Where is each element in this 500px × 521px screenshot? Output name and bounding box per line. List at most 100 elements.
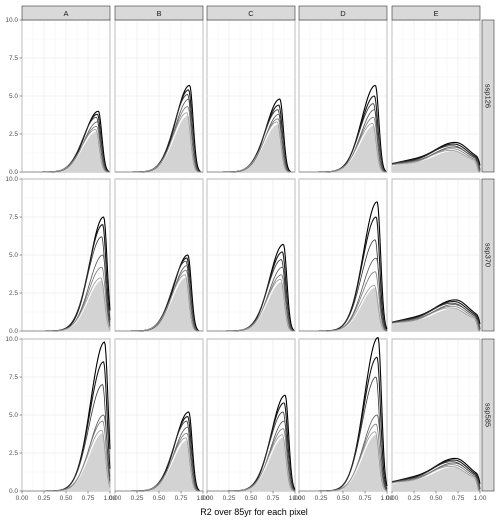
x-tick-label: 1.00: [104, 495, 117, 502]
panel-ssp370-B: [114, 178, 204, 332]
density-line-ssp370-E-5: [391, 305, 481, 332]
x-tick-label: 0.75: [175, 495, 188, 502]
density-area-ssp585-A: [22, 433, 110, 491]
panel-ssp370-A: [21, 178, 111, 332]
density-line-ssp126-E-2: [391, 143, 481, 171]
density-line-ssp126-E-5: [391, 148, 481, 173]
strip-col-C: [206, 5, 296, 21]
panel-ssp585-D: [298, 337, 388, 492]
density-line-ssp370-C-6: [207, 278, 295, 332]
x-tick-label: 0.50: [430, 495, 443, 502]
density-area-ssp126-C: [207, 124, 295, 172]
panel-ssp370-E: [391, 178, 481, 332]
y-tick-label: 5.0: [9, 412, 18, 419]
x-tick-label: 0.75: [452, 495, 465, 502]
x-tick-label: 0.75: [359, 495, 372, 502]
strip-label-C: C: [248, 9, 254, 18]
strip-label-ssp585: ssp585: [484, 403, 493, 427]
density-line-ssp370-E-6: [391, 307, 481, 332]
density-area-ssp585-B: [115, 440, 203, 491]
strip-label-B: B: [156, 9, 161, 18]
x-tick-label: 0.50: [245, 495, 258, 502]
strip-label-D: D: [340, 9, 346, 18]
density-line-ssp370-B-6: [115, 274, 203, 332]
strip-col-D: [298, 5, 388, 21]
density-line-ssp585-E-4: [391, 462, 481, 489]
density-area-ssp585-D: [299, 434, 387, 491]
x-tick-label: 1.00: [381, 495, 394, 502]
density-area-ssp370-A: [22, 280, 110, 331]
density-area-ssp585-C: [207, 437, 295, 491]
density-area-ssp370-C: [207, 281, 295, 331]
panel-ssp370-D: [298, 178, 388, 332]
x-tick-label: 0.25: [38, 495, 51, 502]
panel-ssp126-C: [206, 19, 296, 173]
x-tick-label: 0.00: [201, 495, 214, 502]
x-tick-label: 0.25: [315, 495, 328, 502]
density-line-ssp585-C-6: [207, 434, 295, 492]
density-line-ssp585-A-6: [22, 429, 111, 492]
x-tick-label: 0.00: [16, 495, 29, 502]
y-tick-label: 10.0: [5, 176, 18, 183]
y-tick-label: 10.0: [5, 17, 18, 24]
axes: 0.02.55.07.510.00.02.55.07.510.00.02.55.…: [5, 17, 486, 502]
panel-ssp126-D: [298, 19, 388, 173]
y-tick-label: 5.0: [9, 93, 18, 100]
strip-row-ssp585: [481, 338, 495, 492]
x-tick-label: 0.75: [267, 495, 280, 502]
y-tick-label: 7.5: [9, 214, 18, 221]
panel-ssp126-A: [21, 19, 111, 173]
y-tick-label: 2.5: [9, 450, 18, 457]
y-tick-label: 7.5: [9, 55, 18, 62]
panel-grid: [21, 19, 481, 492]
density-line-ssp585-D-6: [299, 431, 387, 492]
density-line-ssp370-A-6: [22, 277, 111, 332]
x-tick-label: 0.25: [131, 495, 144, 502]
y-tick-label: 0.0: [9, 488, 18, 495]
y-tick-label: 7.5: [9, 374, 18, 381]
density-area-ssp126-E: [392, 151, 480, 172]
x-tick-label: 0.25: [223, 495, 236, 502]
density-area-ssp585-E: [392, 467, 480, 491]
strip-label-A: A: [63, 9, 68, 18]
y-tick-label: 2.5: [9, 290, 18, 297]
density-line-ssp585-B-6: [115, 437, 203, 492]
x-tick-label: 0.75: [82, 495, 95, 502]
y-tick-label: 0.0: [9, 169, 18, 176]
density-line-ssp126-E-4: [391, 146, 481, 170]
density-line-ssp370-D-6: [299, 285, 387, 332]
strip-label-E: E: [433, 9, 438, 18]
density-line-ssp370-E-2: [391, 301, 481, 330]
density-line-ssp126-D-6: [299, 122, 387, 173]
strip-label-ssp126: ssp126: [484, 84, 493, 108]
density-line-ssp126-B-6: [115, 112, 203, 173]
x-axis-title: R2 over 85yr for each pixel: [200, 507, 308, 517]
panel-ssp585-B: [114, 338, 204, 492]
panel-ssp585-E: [391, 338, 481, 492]
density-line-ssp585-E-6: [391, 466, 481, 492]
y-tick-label: 10.0: [5, 336, 18, 343]
density-area-ssp370-B: [115, 277, 203, 331]
strip-row-ssp126: [481, 19, 495, 173]
x-tick-label: 0.25: [408, 495, 421, 502]
x-tick-label: 0.00: [109, 495, 122, 502]
y-tick-label: 0.0: [9, 328, 18, 335]
density-area-ssp126-D: [299, 125, 387, 172]
density-line-ssp126-C-6: [207, 121, 295, 173]
y-tick-label: 5.0: [9, 252, 18, 259]
density-line-ssp126-A-6: [22, 129, 110, 173]
strip-col-B: [114, 5, 204, 21]
strip-col-A: [21, 5, 111, 21]
x-tick-label: 1.00: [197, 495, 210, 502]
x-tick-label: 1.00: [474, 495, 487, 502]
x-tick-label: 0.00: [386, 495, 399, 502]
y-tick-label: 2.5: [9, 131, 18, 138]
panel-ssp370-C: [206, 178, 296, 332]
density-line-ssp585-E-5: [391, 464, 481, 492]
strip-row-ssp370: [481, 178, 495, 332]
density-area-ssp126-B: [115, 115, 203, 172]
panel-ssp126-B: [114, 19, 204, 173]
panel-ssp585-C: [206, 338, 296, 492]
